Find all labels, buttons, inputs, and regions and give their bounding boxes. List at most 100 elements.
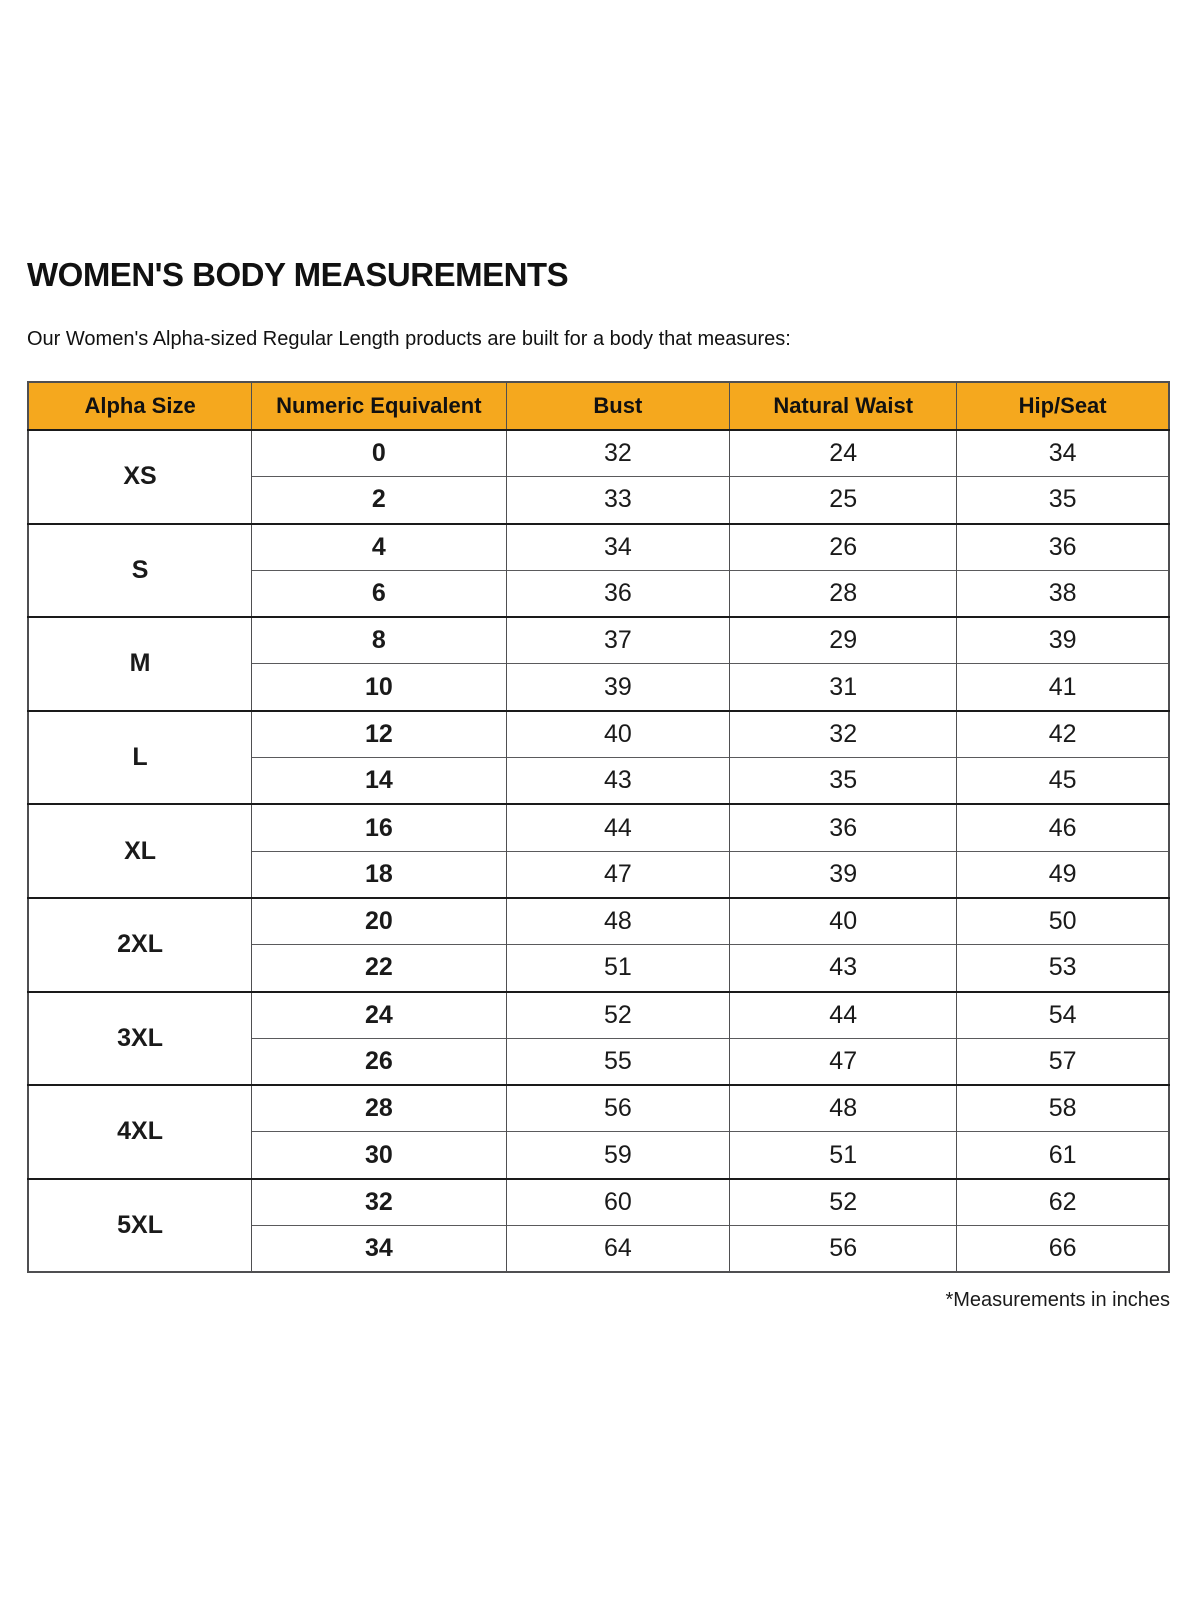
measurement-cell: 56	[505, 1084, 731, 1132]
measurement-cell: 52	[729, 1177, 958, 1226]
table-row: 2 33 25 35	[28, 476, 1170, 524]
numeric-equivalent-cell: 20	[251, 896, 507, 945]
table-row: 5XL 32 60 52 62	[27, 1177, 1170, 1273]
size-table-body: XS 0 32 24 34 2 33 25 35 S 4 34 26 36 6 36 28 38 M 8 37 29 39 1…	[27, 429, 1170, 1273]
measurement-cell: 64	[505, 1225, 731, 1273]
measurement-cell: 28	[729, 569, 958, 618]
table-row: 34 64 56 66	[28, 1225, 1170, 1273]
measurement-cell: 34	[505, 522, 731, 571]
table-row: 14 43 35 45	[28, 757, 1170, 805]
column-header-hip-seat: Hip/Seat	[956, 382, 1170, 431]
measurement-cell: 43	[505, 757, 731, 805]
measurement-cell: 40	[505, 709, 731, 758]
numeric-equivalent-cell: 16	[251, 803, 507, 852]
measurement-cell: 52	[505, 990, 731, 1039]
measurement-cell: 24	[729, 429, 958, 477]
measurement-cell: 55	[505, 1037, 731, 1086]
alpha-size-cell: 2XL	[27, 896, 253, 992]
measurement-cell: 59	[505, 1131, 731, 1179]
measurement-cell: 61	[956, 1131, 1170, 1179]
measurement-cell: 34	[956, 429, 1170, 477]
measurement-cell: 47	[729, 1037, 958, 1086]
measurement-cell: 33	[505, 476, 731, 524]
alpha-size-cell: 3XL	[27, 990, 253, 1086]
table-row: L 12 40 32 42	[27, 709, 1170, 805]
column-header-natural-waist: Natural Waist	[729, 382, 958, 431]
numeric-equivalent-cell: 8	[251, 616, 507, 664]
measurement-cell: 51	[729, 1131, 958, 1179]
alpha-size-cell: M	[27, 616, 253, 711]
table-row: 3XL 24 52 44 54	[27, 990, 1170, 1086]
measurement-cell: 26	[729, 522, 958, 571]
table-row: 26 55 47 57	[28, 1037, 1170, 1086]
measurement-cell: 36	[729, 803, 958, 852]
column-header-numeric-equivalent: Numeric Equivalent	[251, 382, 507, 431]
measurement-cell: 40	[729, 896, 958, 945]
alpha-size-cell: 5XL	[27, 1177, 253, 1273]
numeric-equivalent-cell: 2	[251, 476, 507, 524]
alpha-size-cell: XS	[27, 429, 253, 524]
alpha-size-cell: L	[27, 709, 253, 805]
measurement-cell: 62	[956, 1177, 1170, 1226]
numeric-equivalent-cell: 22	[251, 944, 507, 992]
table-row: 10 39 31 41	[28, 663, 1170, 711]
page-subtitle: Our Women's Alpha-sized Regular Length p…	[27, 328, 791, 350]
measurement-cell: 46	[956, 803, 1170, 852]
numeric-equivalent-cell: 18	[251, 850, 507, 898]
measurement-cell: 48	[505, 896, 731, 945]
table-row: 30 59 51 61	[28, 1131, 1170, 1179]
measurement-cell: 42	[956, 709, 1170, 758]
measurement-cell: 56	[729, 1225, 958, 1273]
measurement-cell: 37	[505, 616, 731, 664]
measurement-cell: 25	[729, 476, 958, 524]
numeric-equivalent-cell: 0	[251, 429, 507, 477]
measurement-cell: 47	[505, 850, 731, 898]
measurement-cell: 43	[729, 944, 958, 992]
numeric-equivalent-cell: 26	[251, 1037, 507, 1086]
alpha-size-cell: 4XL	[27, 1084, 253, 1179]
table-row: 4XL 28 56 48 58	[27, 1084, 1170, 1179]
table-row: 6 36 28 38	[28, 569, 1170, 618]
numeric-equivalent-cell: 12	[251, 709, 507, 758]
measurement-cell: 58	[956, 1084, 1170, 1132]
table-row: 22 51 43 53	[28, 944, 1170, 992]
table-header-row: Alpha Size Numeric Equivalent Bust Natur…	[27, 382, 1170, 431]
numeric-equivalent-cell: 4	[251, 522, 507, 571]
numeric-equivalent-cell: 14	[251, 757, 507, 805]
measurement-cell: 38	[956, 569, 1170, 618]
measurement-cell: 39	[956, 616, 1170, 664]
numeric-equivalent-cell: 28	[251, 1084, 507, 1132]
measurement-cell: 44	[729, 990, 958, 1039]
measurement-cell: 41	[956, 663, 1170, 711]
table-row: 18 47 39 49	[28, 850, 1170, 898]
measurement-cell: 49	[956, 850, 1170, 898]
column-header-bust: Bust	[505, 382, 731, 431]
measurement-cell: 32	[505, 429, 731, 477]
measurement-cell: 60	[505, 1177, 731, 1226]
alpha-size-cell: S	[27, 522, 253, 618]
measurement-cell: 51	[505, 944, 731, 992]
measurement-cell: 53	[956, 944, 1170, 992]
table-row: 2XL 20 48 40 50	[27, 896, 1170, 992]
numeric-equivalent-cell: 32	[251, 1177, 507, 1226]
alpha-size-cell: XL	[27, 803, 253, 898]
numeric-equivalent-cell: 10	[251, 663, 507, 711]
measurement-cell: 44	[505, 803, 731, 852]
measurement-cell: 36	[956, 522, 1170, 571]
table-row: M 8 37 29 39	[27, 616, 1170, 711]
measurement-cell: 39	[505, 663, 731, 711]
numeric-equivalent-cell: 30	[251, 1131, 507, 1179]
column-header-alpha-size: Alpha Size	[27, 382, 253, 431]
measurement-cell: 39	[729, 850, 958, 898]
measurement-cell: 32	[729, 709, 958, 758]
measurement-cell: 66	[956, 1225, 1170, 1273]
measurement-cell: 29	[729, 616, 958, 664]
page-title: WOMEN'S BODY MEASUREMENTS	[27, 256, 569, 293]
table-row: XS 0 32 24 34	[27, 429, 1170, 524]
numeric-equivalent-cell: 34	[251, 1225, 507, 1273]
measurement-cell: 35	[956, 476, 1170, 524]
numeric-equivalent-cell: 6	[251, 569, 507, 618]
measurement-cell: 57	[956, 1037, 1170, 1086]
measurement-cell: 54	[956, 990, 1170, 1039]
